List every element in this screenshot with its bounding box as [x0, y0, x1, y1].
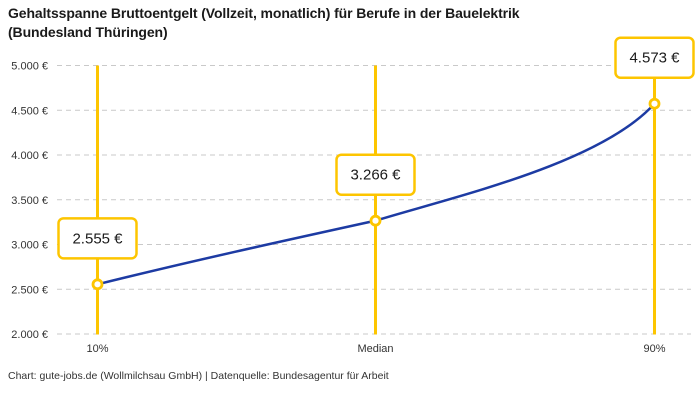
x-tick-label-Median: Median — [357, 343, 393, 355]
y-tick-label: 2.000 € — [11, 329, 48, 341]
y-tick-label: 4.500 € — [11, 105, 48, 117]
y-tick-label: 3.000 € — [11, 240, 48, 252]
value-label-90%: 4.573 € — [629, 50, 680, 67]
data-point-marker-90% — [648, 97, 661, 110]
value-label-10%: 2.555 € — [72, 230, 123, 247]
value-label-Median: 3.266 € — [350, 167, 401, 184]
y-tick-label: 2.500 € — [11, 284, 48, 296]
data-point-marker-10% — [91, 278, 104, 291]
x-tick-label-10%: 10% — [86, 343, 108, 355]
chart-title-line2: (Bundesland Thüringen) — [8, 23, 168, 40]
y-tick-label: 3.500 € — [11, 195, 48, 207]
chart-title-line1: Gehaltsspanne Bruttoentgelt (Vollzeit, m… — [8, 5, 520, 21]
value-label-box-10% — [57, 217, 138, 260]
value-label-box-Median — [335, 153, 416, 196]
chart-footer-attribution: Chart: gute-jobs.de (Wollmilchsau GmbH) … — [8, 370, 389, 382]
x-tick-label-90%: 90% — [643, 343, 665, 355]
y-tick-label: 4.000 € — [11, 150, 48, 162]
chart-title: Gehaltsspanne Bruttoentgelt (Vollzeit, m… — [8, 4, 520, 41]
data-point-marker-Median — [369, 214, 382, 227]
y-tick-label: 5.000 € — [11, 61, 48, 73]
value-label-box-90% — [614, 36, 695, 79]
